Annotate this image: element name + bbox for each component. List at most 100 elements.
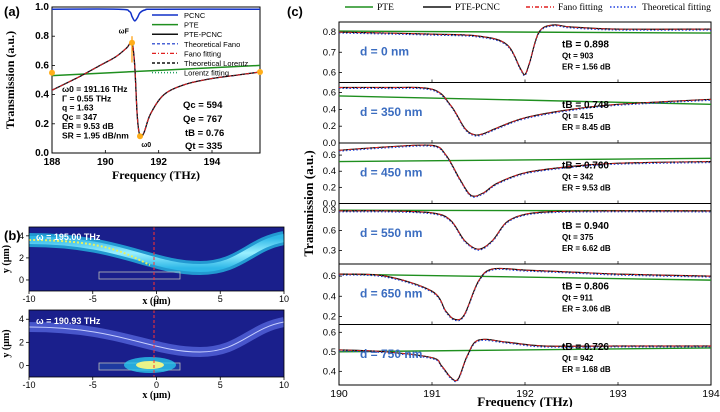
marker-label-peak: ωF <box>119 28 130 35</box>
resonance-marker <box>49 69 55 76</box>
field-y-tick-label: 0 <box>19 360 24 370</box>
field-x-tick-label: -10 <box>22 294 35 304</box>
y-axis-label-c: Transmission (a.u.) <box>301 150 316 256</box>
annotation-right-a: Qc = 594 <box>183 100 223 111</box>
subplot-stat: tB = 0.898 <box>562 39 609 50</box>
localized-mode-core-bottom <box>136 361 164 369</box>
series-group-a <box>52 8 260 138</box>
series-pte-c <box>339 30 711 34</box>
subplot-stat: ER = 1.68 dB <box>562 365 611 374</box>
x-tick-label-c: 190 <box>330 388 348 400</box>
subplot-stat: ER = 9.53 dB <box>562 183 611 192</box>
panel-b-axes: -10 -5 0 5 10 0 2 4 x (μm) y (μm) -10 -5 0 5 10 0 2 4 x (μ… <box>1 226 289 401</box>
series-pte-c <box>339 347 711 353</box>
annotation-left-a: ω0 = 191.16 THz <box>62 84 128 94</box>
marker-label-dip: ω0 <box>141 142 151 149</box>
field-y-tick-label: 0 <box>19 275 24 285</box>
subplot-stat: Qt = 942 <box>562 354 594 363</box>
subplot-series-group <box>339 144 711 198</box>
subplot-y-tick-label: 0.9 <box>323 205 336 216</box>
field-y-tick-label: 4 <box>19 231 24 241</box>
waveguide-edge-bottom <box>29 321 284 353</box>
subplot-y-tick-label: 0.6 <box>323 150 336 161</box>
field-x-tick-label: -10 <box>22 380 35 390</box>
resonance-marker <box>257 68 263 75</box>
panel-label-c: (c) <box>287 4 303 19</box>
subplot-stat: Qt = 903 <box>562 51 594 60</box>
subplot-y-tick-label: 0.5 <box>323 347 336 358</box>
x-tick-label-a: 192 <box>150 157 167 168</box>
subplot-y-tick-label: 0.4 <box>323 291 336 302</box>
subplot-series-group <box>339 267 711 322</box>
annotation-right-a: tB = 0.76 <box>185 128 224 139</box>
y-tick-label-a: 0.2 <box>35 119 49 130</box>
series-fano-fitting-c <box>339 210 711 250</box>
subplot-stat: Qt = 375 <box>562 233 594 242</box>
subplot-y-tick-label: 0.0 <box>323 138 336 149</box>
subplot-series-group <box>339 209 711 251</box>
x-tick-label-a: 188 <box>44 157 61 168</box>
subplot-y-tick-label: 0.6 <box>323 327 336 338</box>
legend-label-a: Lorentz fitting <box>184 69 229 78</box>
x-tick-label-a: 190 <box>97 157 114 168</box>
subplot-y-tick-label: 0.6 <box>323 271 336 282</box>
annotation-right-a: Qt = 335 <box>185 141 223 152</box>
panel-label-a: (a) <box>4 4 20 19</box>
subplot-y-tick-label: 0.2 <box>323 182 336 193</box>
panel-a-chart: 188 190 192 194 0.0 0.2 0.4 0.6 0.8 1.0 Frequency … <box>3 2 263 182</box>
legend-label-c: Fano fitting <box>558 2 603 13</box>
series-theoretical-fitting-c <box>339 87 711 137</box>
y-tick-label-a: 0.8 <box>35 31 49 42</box>
legend-label-a: PTE-PCNC <box>184 30 223 39</box>
field-x-tick-label: 10 <box>279 294 289 304</box>
subplot-stat: ER = 6.62 dB <box>562 244 611 253</box>
subplot-stat: tB = 0.748 <box>562 100 609 111</box>
annotation-left-a: q = 1.63 <box>62 103 94 113</box>
field-x-axis-label: x (μm) <box>142 296 170 307</box>
series-fano-fitting-c <box>339 267 711 321</box>
subplot-y-tick-label: 0.8 <box>323 27 336 38</box>
legend-label-c: PTE <box>377 3 394 13</box>
subplot-y-tick-label: 0.4 <box>323 366 336 377</box>
series-fano-fitting-c <box>339 338 711 382</box>
subplot-stat: ER = 1.56 dB <box>562 62 611 71</box>
series-pte <box>52 64 260 77</box>
field-x-tick-label: 0 <box>154 380 159 390</box>
series-pte-c <box>339 273 711 281</box>
series-pte-c <box>339 95 711 106</box>
annotation-left-a: ER = 9.53 dB <box>62 121 114 131</box>
series-fano-fitting <box>52 41 260 138</box>
field-x-tick-label: -5 <box>89 380 97 390</box>
subplot-y-tick-label: 0.6 <box>323 88 336 99</box>
field-map-bottom: ω = 190.93 THz <box>29 310 284 377</box>
series-fano-fitting-c <box>339 86 711 136</box>
field-intensity-top <box>29 239 151 266</box>
subplot-series-group <box>339 338 711 383</box>
x-axis-label-a: Frequency (THz) <box>112 168 200 182</box>
subplot-label: d = 750 nm <box>360 347 422 361</box>
subplot-series-group <box>339 24 711 77</box>
x-tick-label-c: 193 <box>609 388 627 400</box>
subplot-y-tick-label: 0.6 <box>323 67 336 78</box>
field-x-tick-label: 0 <box>154 294 159 304</box>
legend-label-c: Theoretical fitting <box>642 2 711 13</box>
series-pte-c <box>339 157 711 163</box>
x-tick-label-a: 194 <box>204 157 221 168</box>
field-y-axis-label: y (μm) <box>1 329 12 357</box>
subplot-stat: Qt = 342 <box>562 172 594 181</box>
resonance-marker <box>129 39 135 46</box>
annotation-left-a: SR = 1.95 dB/nm <box>62 131 129 141</box>
series-theoretical-fitting-c <box>339 211 711 251</box>
field-x-tick-label: 10 <box>279 380 289 390</box>
field-y-axis-label: y (μm) <box>1 245 12 273</box>
series-theoretical-fitting-c <box>339 145 711 198</box>
x-tick-label-c: 192 <box>516 388 534 400</box>
subplot-label: d = 0 nm <box>360 44 409 58</box>
y-tick-label-a: 0.0 <box>35 148 49 159</box>
series-theoretical-fitting-c <box>339 268 711 322</box>
panel-c-chart: PTE PTE-PCNC Fano fitting Theoretical fitti… <box>301 2 720 409</box>
annotation-left-a: Qc = 347 <box>62 112 97 122</box>
legend-label-a: Theoretical Lorentz <box>184 59 248 68</box>
legend-label-a: Fano fitting <box>184 49 221 58</box>
